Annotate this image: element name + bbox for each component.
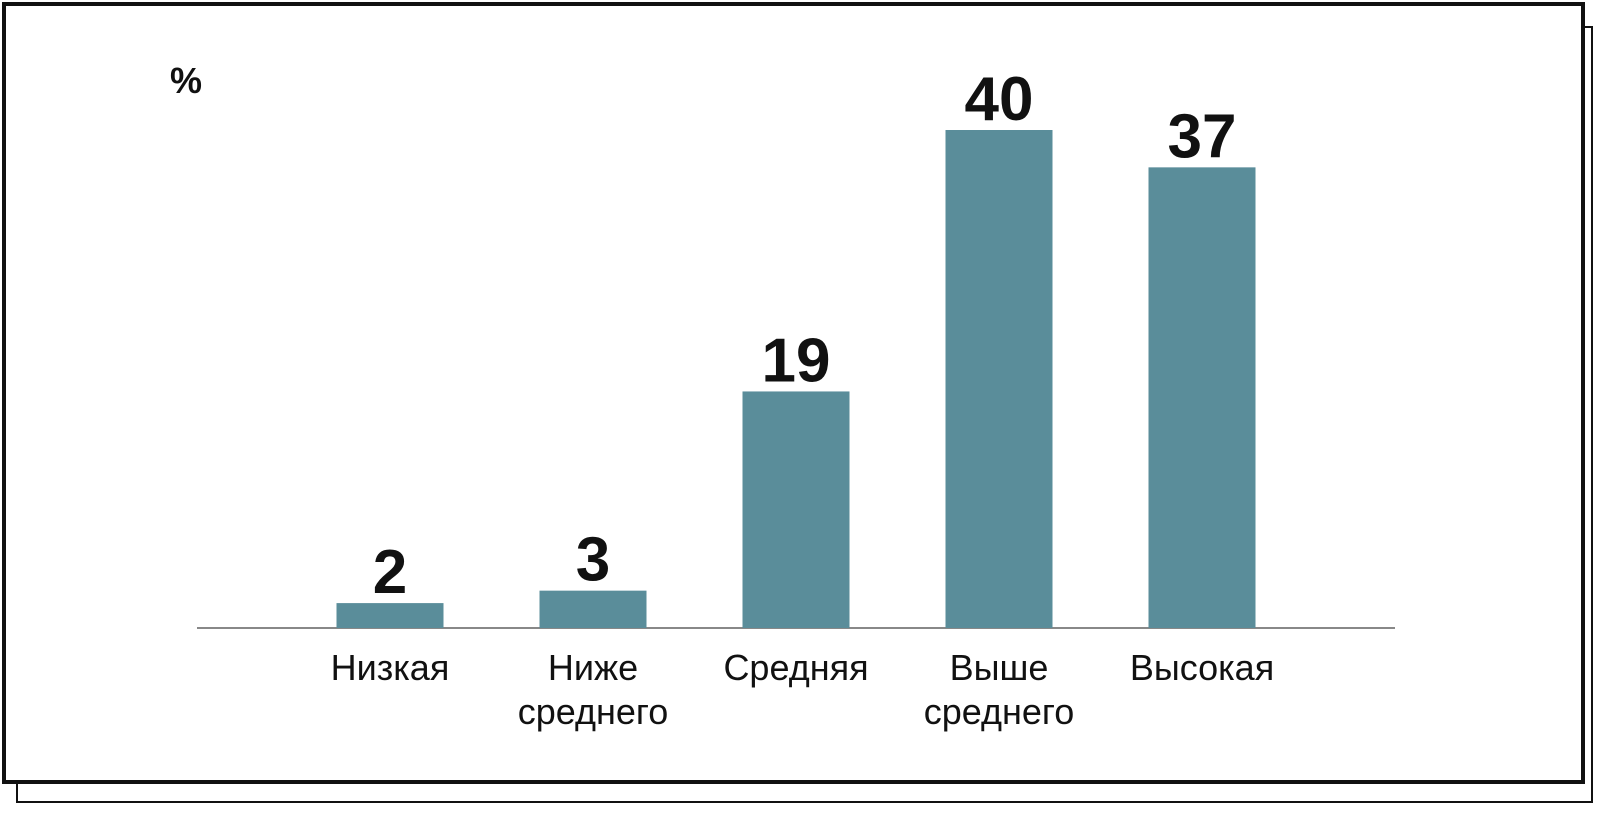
bar-4 bbox=[945, 130, 1053, 628]
bar-3 bbox=[742, 391, 850, 628]
y-unit-label: % bbox=[170, 60, 203, 101]
bar-2 bbox=[539, 590, 647, 628]
value-label-5: 37 bbox=[1168, 102, 1237, 171]
value-label-3: 19 bbox=[762, 326, 831, 395]
value-labels-group: 2 3 19 40 37 bbox=[373, 65, 1237, 607]
bars-group bbox=[336, 130, 1256, 628]
bar-5 bbox=[1148, 167, 1256, 628]
category-label-5: Высокая bbox=[1130, 647, 1274, 688]
value-label-2: 3 bbox=[576, 526, 610, 595]
category-label-1: Низкая bbox=[331, 647, 450, 688]
value-label-4: 40 bbox=[965, 65, 1034, 134]
value-label-1: 2 bbox=[373, 538, 407, 607]
category-label-4: Выше среднего bbox=[924, 647, 1075, 732]
category-labels-group: Низкая Ниже среднего Средняя Выше среднего Выс… bbox=[331, 647, 1275, 732]
category-label-2: Ниже среднего bbox=[518, 647, 669, 732]
bar-1 bbox=[336, 603, 444, 628]
category-label-3: Средняя bbox=[723, 647, 868, 688]
